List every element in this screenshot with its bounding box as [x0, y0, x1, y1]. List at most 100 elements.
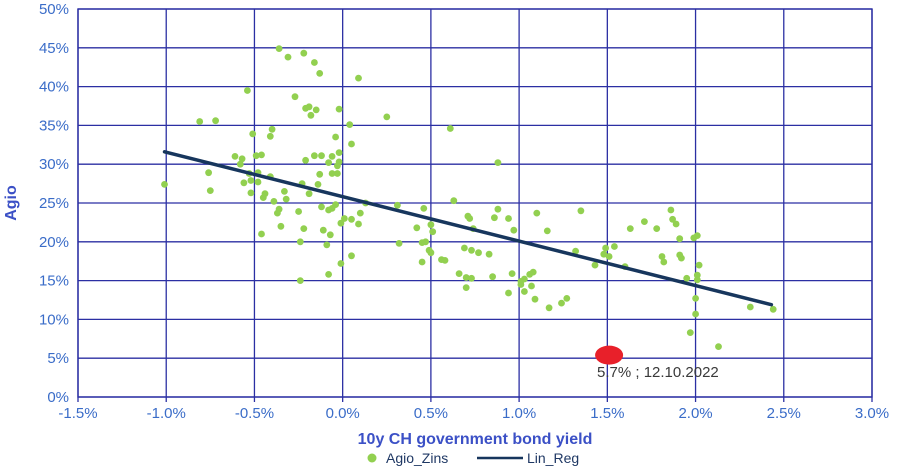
scatter-point: [238, 155, 246, 163]
scatter-point: [161, 181, 168, 188]
plot-border: [77, 8, 873, 398]
scatter-point: [356, 209, 364, 217]
scatter-point: [275, 45, 283, 52]
scatter-point: [196, 118, 204, 125]
scatter-point: [335, 105, 343, 113]
scatter-point: [341, 215, 348, 222]
scatter-point: [316, 170, 324, 178]
scatter-point: [466, 215, 474, 222]
x-tick-label: -1.0%: [147, 405, 186, 422]
y-tick-label: 15%: [39, 273, 69, 290]
x-tick-label: -0.5%: [235, 405, 274, 422]
scatter-point: [355, 220, 362, 228]
scatter-point: [206, 187, 214, 195]
scatter-point: [348, 140, 355, 148]
scatter-point: [335, 158, 343, 166]
x-tick-label: 2.0%: [678, 405, 712, 422]
scatter-point: [295, 208, 302, 215]
scatter-point: [328, 170, 336, 177]
scatter-point: [383, 113, 391, 121]
scatter-point: [641, 218, 648, 226]
scatter-point: [282, 195, 290, 203]
scatter-point: [521, 288, 528, 295]
scatter-point: [602, 244, 609, 252]
scatter-point: [692, 310, 699, 318]
scatter-point: [300, 49, 308, 57]
legend: Agio_Zins Lin_Reg: [367, 450, 579, 466]
scatter-point: [355, 74, 362, 82]
scatter-point: [281, 188, 288, 195]
scatter-point: [328, 153, 336, 160]
scatter-point: [693, 276, 701, 284]
y-tick-label: 10%: [39, 311, 69, 328]
scatter-point: [205, 169, 213, 177]
scatter-point: [413, 224, 421, 232]
y-tick-label: 5%: [47, 350, 69, 367]
scatter-point: [455, 270, 463, 277]
x-tick-label: 1.5%: [590, 405, 624, 422]
scatter-point: [270, 198, 278, 205]
scatter-point: [686, 329, 694, 336]
scatter-point: [302, 156, 309, 164]
scatter-point: [468, 246, 475, 254]
scatter-point: [325, 271, 332, 278]
scatter-point: [468, 274, 475, 282]
scatter-point: [450, 197, 458, 205]
scatter-point: [672, 220, 680, 228]
scatter-point: [258, 151, 265, 159]
scatter-point: [510, 226, 518, 234]
scatter-point: [307, 111, 315, 119]
scatter-point: [346, 121, 354, 128]
scatter-point: [563, 295, 571, 302]
legend-marker-agio-zins-icon: [367, 453, 377, 463]
scatter-point: [494, 205, 502, 213]
scatter-point: [658, 253, 666, 260]
scatter-point: [326, 231, 334, 239]
scatter-point: [715, 343, 722, 350]
scatter-point: [337, 260, 345, 267]
scatter-point: [626, 225, 634, 233]
scatter-point: [508, 270, 516, 277]
scatter-point: [394, 201, 401, 209]
scatter-point: [533, 209, 541, 217]
scatter-point: [605, 253, 613, 260]
scatter-point: [300, 225, 308, 233]
x-tick-label: 0.5%: [414, 405, 448, 422]
scatter-point: [296, 277, 304, 284]
scatter-point: [505, 215, 512, 222]
scatter-point: [462, 274, 470, 281]
scatter-point: [558, 299, 565, 307]
scatter-point: [420, 205, 428, 212]
scatter-point: [275, 205, 283, 213]
scatter-point: [693, 232, 701, 240]
scatter-point: [667, 206, 675, 214]
scatter-point: [660, 258, 668, 266]
scatter-point: [252, 152, 260, 160]
x-axis-title: 10y CH government bond yield: [358, 431, 593, 448]
scatter-point: [475, 249, 482, 257]
scatter-point: [325, 159, 332, 167]
highlight-marker-red: [595, 345, 624, 365]
y-tick-label: 50%: [39, 1, 69, 18]
x-tick-labels: -1.5% -1.0% -0.5% 0.0% 0.5% 1.0% 1.5% 2.0% 2.5% 3…: [58, 405, 889, 422]
scatter-point: [429, 228, 437, 236]
legend-label-lin-reg: Lin_Reg: [527, 450, 579, 466]
scatter-point: [305, 103, 313, 111]
scatter-point: [319, 226, 327, 234]
scatter-point: [277, 222, 285, 230]
y-tick-label: 40%: [39, 79, 69, 96]
scatter-point: [231, 153, 239, 160]
scatter-point: [395, 240, 403, 247]
y-tick-label: 30%: [39, 156, 69, 173]
y-tick-label: 0%: [47, 389, 69, 406]
scatter-point: [489, 273, 496, 281]
scatter-point: [529, 268, 537, 276]
x-tick-label: -1.5%: [58, 405, 97, 422]
scatter-point: [318, 203, 325, 211]
scatter-point: [669, 215, 676, 223]
scatter-point: [311, 59, 318, 66]
scatter-point: [335, 149, 343, 157]
scatter-point: [266, 132, 274, 140]
scatter-point: [337, 219, 345, 227]
scatter-point: [334, 170, 341, 177]
